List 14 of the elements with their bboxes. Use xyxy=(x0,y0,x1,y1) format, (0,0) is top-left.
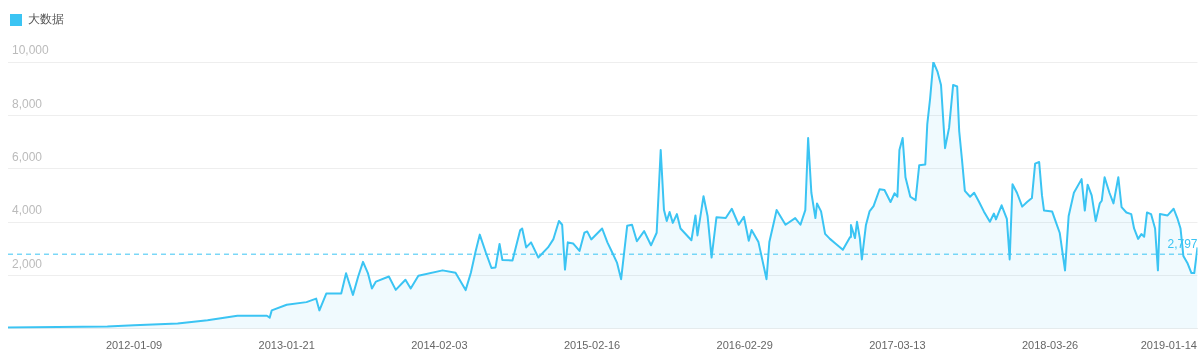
x-tick-label: 2016-02-29 xyxy=(716,339,773,352)
x-tick-label: 2012-01-09 xyxy=(105,339,163,352)
y-tick-label: 2,000 xyxy=(12,256,43,271)
legend-label: 大数据 xyxy=(28,12,64,27)
x-tick-label: 2015-02-16 xyxy=(563,339,621,352)
x-tick-label: 2013-01-21 xyxy=(258,339,315,352)
y-tick-label: 4,000 xyxy=(12,203,43,218)
x-tick-label: 2017-03-13 xyxy=(869,339,926,352)
x-tick-label: 2018-03-26 xyxy=(1021,339,1079,352)
x-tick-label: 2019-01-14 xyxy=(1140,339,1197,352)
y-tick-label: 10,000 xyxy=(12,43,50,58)
y-tick-label: 6,000 xyxy=(12,150,43,165)
y-tick-label: 8,000 xyxy=(12,96,43,111)
x-tick-label: 2014-02-03 xyxy=(411,339,468,352)
